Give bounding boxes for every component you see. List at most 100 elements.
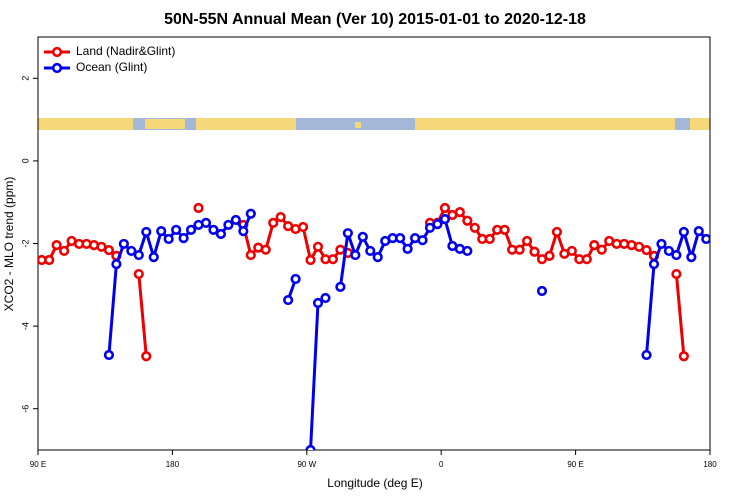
y-tick-label: 0 bbox=[20, 158, 30, 163]
data-point bbox=[193, 202, 204, 214]
data-point bbox=[372, 252, 383, 263]
data-point bbox=[566, 245, 577, 257]
y-tick-label: -4 bbox=[20, 322, 30, 330]
data-point bbox=[469, 222, 480, 233]
data-point bbox=[111, 259, 122, 270]
data-point bbox=[671, 249, 682, 261]
data-point bbox=[596, 244, 607, 255]
data-point bbox=[462, 245, 473, 257]
x-tick-label: 0 bbox=[439, 460, 444, 469]
data-point bbox=[335, 281, 346, 292]
data-point bbox=[141, 351, 152, 362]
data-point bbox=[454, 207, 465, 218]
data-point bbox=[245, 208, 256, 219]
y-tick-label: -6 bbox=[20, 405, 30, 413]
data-point bbox=[208, 224, 219, 235]
data-point bbox=[417, 235, 428, 246]
data-point bbox=[648, 259, 660, 270]
data-point bbox=[365, 245, 376, 257]
data-point bbox=[156, 226, 167, 237]
legend-label: Ocean (Glint) bbox=[76, 60, 147, 74]
data-point bbox=[551, 226, 563, 238]
data-point bbox=[305, 254, 316, 266]
data-point bbox=[357, 231, 368, 242]
data-point bbox=[402, 243, 413, 254]
data-point bbox=[238, 226, 249, 237]
data-point bbox=[521, 235, 533, 247]
data-point bbox=[51, 240, 62, 251]
data-point bbox=[671, 268, 682, 280]
legend-label: Land (Nadir&Glint) bbox=[76, 44, 175, 58]
y-axis-label: XCO2 - MLO trend (ppm) bbox=[2, 177, 16, 312]
data-point bbox=[678, 351, 689, 362]
data-point bbox=[701, 233, 710, 245]
data-point bbox=[230, 214, 241, 226]
data-point bbox=[693, 226, 704, 237]
data-point bbox=[178, 233, 189, 244]
data-point bbox=[200, 217, 212, 228]
data-point bbox=[103, 349, 115, 361]
data-point bbox=[245, 249, 256, 261]
data-point bbox=[118, 238, 129, 250]
data-point bbox=[126, 245, 137, 257]
data-point bbox=[141, 226, 152, 238]
data-point bbox=[439, 214, 451, 225]
x-tick-label: 180 bbox=[166, 460, 180, 469]
series-line bbox=[41, 205, 686, 357]
data-point bbox=[133, 268, 144, 280]
data-point bbox=[268, 217, 279, 228]
data-point bbox=[462, 215, 473, 226]
x-tick-label: 90 W bbox=[297, 460, 316, 469]
data-point bbox=[275, 211, 286, 223]
data-point bbox=[260, 244, 271, 255]
data-point bbox=[283, 294, 294, 306]
data-point bbox=[133, 249, 144, 261]
data-point bbox=[297, 221, 309, 233]
data-point bbox=[312, 297, 324, 309]
data-point bbox=[44, 254, 55, 266]
data-point bbox=[424, 222, 436, 233]
plot-area bbox=[38, 202, 710, 450]
data-point bbox=[320, 292, 331, 304]
data-point bbox=[499, 224, 510, 235]
data-point bbox=[59, 245, 70, 257]
x-tick-label: 180 bbox=[703, 460, 717, 469]
data-point bbox=[536, 285, 548, 297]
data-point bbox=[148, 252, 159, 263]
data-point bbox=[529, 246, 540, 257]
data-point bbox=[163, 233, 174, 245]
data-point bbox=[544, 250, 555, 261]
data-point bbox=[686, 252, 697, 263]
legend-marker bbox=[51, 62, 63, 74]
data-point bbox=[641, 349, 652, 361]
data-point bbox=[395, 233, 406, 244]
y-tick-label: -2 bbox=[20, 239, 30, 247]
x-axis-label: Longitude (deg E) bbox=[327, 476, 422, 490]
map-strip bbox=[38, 118, 710, 130]
data-point bbox=[432, 218, 443, 230]
data-point bbox=[663, 245, 675, 257]
data-point bbox=[103, 245, 115, 256]
x-tick-label: 90 E bbox=[567, 460, 583, 469]
data-point bbox=[589, 240, 600, 251]
data-point bbox=[641, 245, 652, 256]
data-point bbox=[484, 233, 495, 245]
chart-title: 50N-55N Annual Mean (Ver 10) 2015-01-01 … bbox=[164, 11, 586, 28]
data-point bbox=[656, 238, 667, 250]
x-tick-label: 90 E bbox=[30, 460, 46, 469]
data-point bbox=[215, 228, 227, 240]
data-point bbox=[678, 226, 689, 238]
data-point bbox=[514, 244, 525, 255]
data-point bbox=[350, 249, 361, 261]
data-point bbox=[581, 254, 592, 265]
legend-marker bbox=[51, 46, 63, 58]
data-point bbox=[439, 202, 451, 214]
data-point bbox=[305, 444, 316, 450]
data-point bbox=[223, 219, 234, 231]
y-tick-label: 2 bbox=[20, 76, 30, 81]
data-point bbox=[312, 241, 324, 252]
data-point bbox=[327, 254, 339, 265]
data-point bbox=[342, 228, 353, 239]
data-point bbox=[290, 273, 301, 285]
